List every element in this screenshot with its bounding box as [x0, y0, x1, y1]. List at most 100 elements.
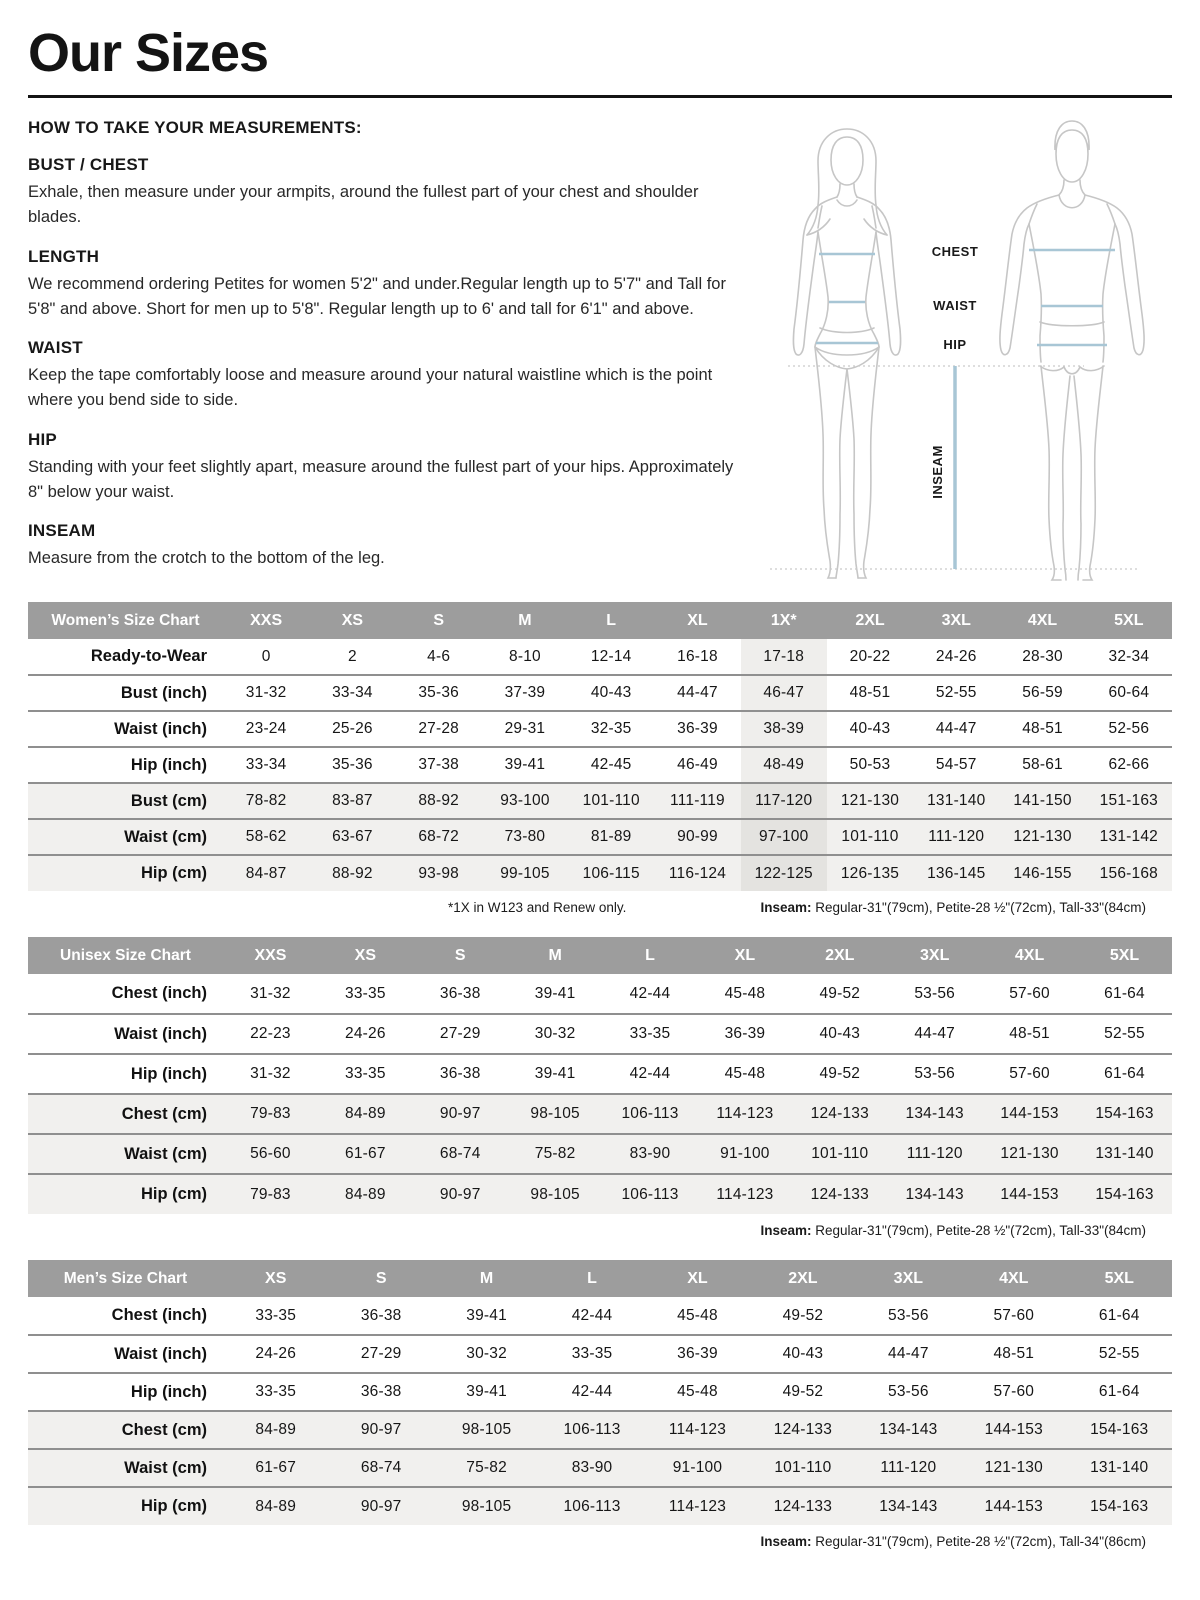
size-value: 28-30 — [1022, 647, 1063, 665]
size-value: 58-61 — [1022, 756, 1063, 774]
row-label: Waist (inch) — [114, 1344, 207, 1363]
table-title: Men’s Size Chart — [28, 1260, 223, 1298]
size-value: 61-64 — [1104, 1065, 1145, 1083]
waist-label: WAIST — [933, 298, 977, 313]
section-body-length: We recommend ordering Petites for women … — [28, 274, 726, 318]
size-value: 134-143 — [887, 1174, 983, 1215]
table-row: Hip (inch) 33-35 36-38 39-41 42-44 45-48 49-52… — [28, 1373, 1172, 1412]
size-value: 61-64 — [1098, 1383, 1140, 1401]
inseam-footnote-label: Inseam: — [760, 1534, 812, 1550]
table-row: Chest (inch) 33-35 36-38 39-41 42-44 45-48 49-… — [28, 1297, 1172, 1336]
size-value: 88-92 — [309, 855, 396, 892]
size-value: 48-51 — [993, 1345, 1035, 1363]
column-header: L — [568, 602, 655, 640]
column-header: L — [539, 1260, 645, 1298]
row-label: Chest (cm) — [28, 1094, 223, 1135]
column-header: XXS — [223, 937, 318, 975]
size-value: 37-39 — [504, 684, 546, 702]
size-value: 53-56 — [914, 984, 955, 1002]
size-value: 37-38 — [418, 756, 459, 774]
size-value: 154-163 — [1066, 1487, 1172, 1526]
page-title: Our Sizes — [28, 23, 269, 83]
size-value: 52-56 — [1108, 720, 1150, 738]
size-value: 83-90 — [539, 1449, 645, 1488]
size-value: 131-142 — [1085, 819, 1172, 856]
size-value: 31-32 — [250, 1065, 291, 1083]
size-value: 144-153 — [961, 1411, 1067, 1450]
size-value: 106-113 — [602, 1174, 698, 1215]
size-value: 22-23 — [250, 1025, 291, 1043]
size-value: 42-44 — [629, 1065, 671, 1083]
woman-figure-outline — [792, 128, 902, 580]
size-value: 40-43 — [849, 720, 891, 738]
figure-column: CHEST WAIST HIP INSEAM — [752, 118, 1172, 592]
column-header: 1X* — [740, 602, 827, 640]
size-value: 79-83 — [223, 1094, 318, 1135]
size-value: 90-97 — [328, 1411, 434, 1450]
size-value: 24-26 — [255, 1345, 297, 1363]
size-value: 57-60 — [993, 1306, 1035, 1324]
size-value: 63-67 — [309, 819, 396, 856]
size-value: 42-45 — [590, 756, 632, 774]
size-value: 44-47 — [888, 1345, 929, 1363]
section-title-waist: WAIST — [28, 338, 83, 358]
table-row: Waist (inch) 23-24 25-26 27-28 29-31 32-35 36-… — [28, 711, 1172, 748]
measurement-lines — [816, 249, 1115, 570]
size-value: 39-41 — [534, 984, 576, 1002]
column-header: S — [412, 937, 508, 975]
column-header: XS — [317, 937, 413, 975]
inseam-footnote-text: Regular-31"(79cm), Petite-28 ½"(72cm), T… — [811, 900, 1146, 916]
size-value: 106-113 — [602, 1094, 698, 1135]
size-value: 154-163 — [1077, 1094, 1172, 1135]
size-value: 121-130 — [999, 819, 1086, 856]
column-header: 3XL — [913, 602, 1000, 640]
size-value: 0 — [261, 647, 271, 665]
column-header: 5XL — [1077, 937, 1172, 975]
column-header: 5XL — [1066, 1260, 1172, 1298]
size-value: 31-32 — [250, 984, 291, 1002]
row-label: Chest (cm) — [28, 1411, 223, 1450]
size-value: 24-26 — [935, 647, 977, 665]
row-label: Hip (inch) — [130, 1382, 207, 1401]
size-value: 23-24 — [245, 720, 287, 738]
column-header: M — [507, 937, 603, 975]
table-row: Waist (cm) 61-67 68-74 75-82 83-90 91-100 101-… — [28, 1449, 1172, 1488]
size-value: 60-64 — [1108, 684, 1150, 702]
row-label: Waist (inch) — [114, 719, 207, 738]
size-value: 56-59 — [1022, 684, 1063, 702]
size-value: 33-34 — [332, 684, 373, 702]
size-value: 83-90 — [602, 1134, 698, 1175]
size-value: 124-133 — [792, 1174, 888, 1215]
size-value: 93-98 — [395, 855, 482, 892]
section-title-hip: HIP — [28, 429, 57, 449]
womens-table-footnotes: *1X in W123 and Renew only. Inseam: Regu… — [28, 900, 1172, 915]
size-value: 30-32 — [466, 1345, 507, 1363]
size-value: 131-140 — [1066, 1449, 1172, 1488]
table-row: Chest (cm) 84-89 90-97 98-105 106-113 114-123… — [28, 1411, 1172, 1450]
column-header: XXS — [223, 602, 310, 640]
size-value: 27-28 — [418, 720, 459, 738]
size-value: 131-140 — [913, 783, 1000, 820]
size-value: 121-130 — [982, 1134, 1078, 1175]
instructions-heading: HOW TO TAKE YOUR MEASUREMENTS: — [28, 118, 362, 138]
size-value: 36-39 — [677, 1345, 718, 1363]
size-value: 81-89 — [568, 819, 655, 856]
womens-1x-footnote: *1X in W123 and Renew only. — [448, 900, 627, 916]
size-value: 84-87 — [223, 855, 310, 892]
size-value: 30-32 — [534, 1025, 576, 1043]
size-value: 48-49 — [740, 747, 827, 784]
size-value: 52-55 — [1104, 1025, 1145, 1043]
size-value: 49-52 — [819, 984, 861, 1002]
size-value: 33-35 — [629, 1025, 671, 1043]
size-value: 84-89 — [223, 1411, 329, 1450]
size-value: 117-120 — [740, 783, 827, 820]
size-value: 39-41 — [466, 1306, 507, 1324]
table-row: Bust (inch) 31-32 33-34 35-36 37-39 40-43 44-4… — [28, 675, 1172, 712]
table-title: Women’s Size Chart — [28, 602, 223, 640]
size-value: 151-163 — [1085, 783, 1172, 820]
womens-inseam-footnote: Inseam: Regular-31"(79cm), Petite-28 ½"(… — [760, 900, 1146, 915]
size-value: 93-100 — [481, 783, 569, 820]
size-value: 84-89 — [317, 1174, 413, 1215]
size-value: 90-97 — [328, 1487, 434, 1526]
size-value: 35-36 — [332, 756, 373, 774]
